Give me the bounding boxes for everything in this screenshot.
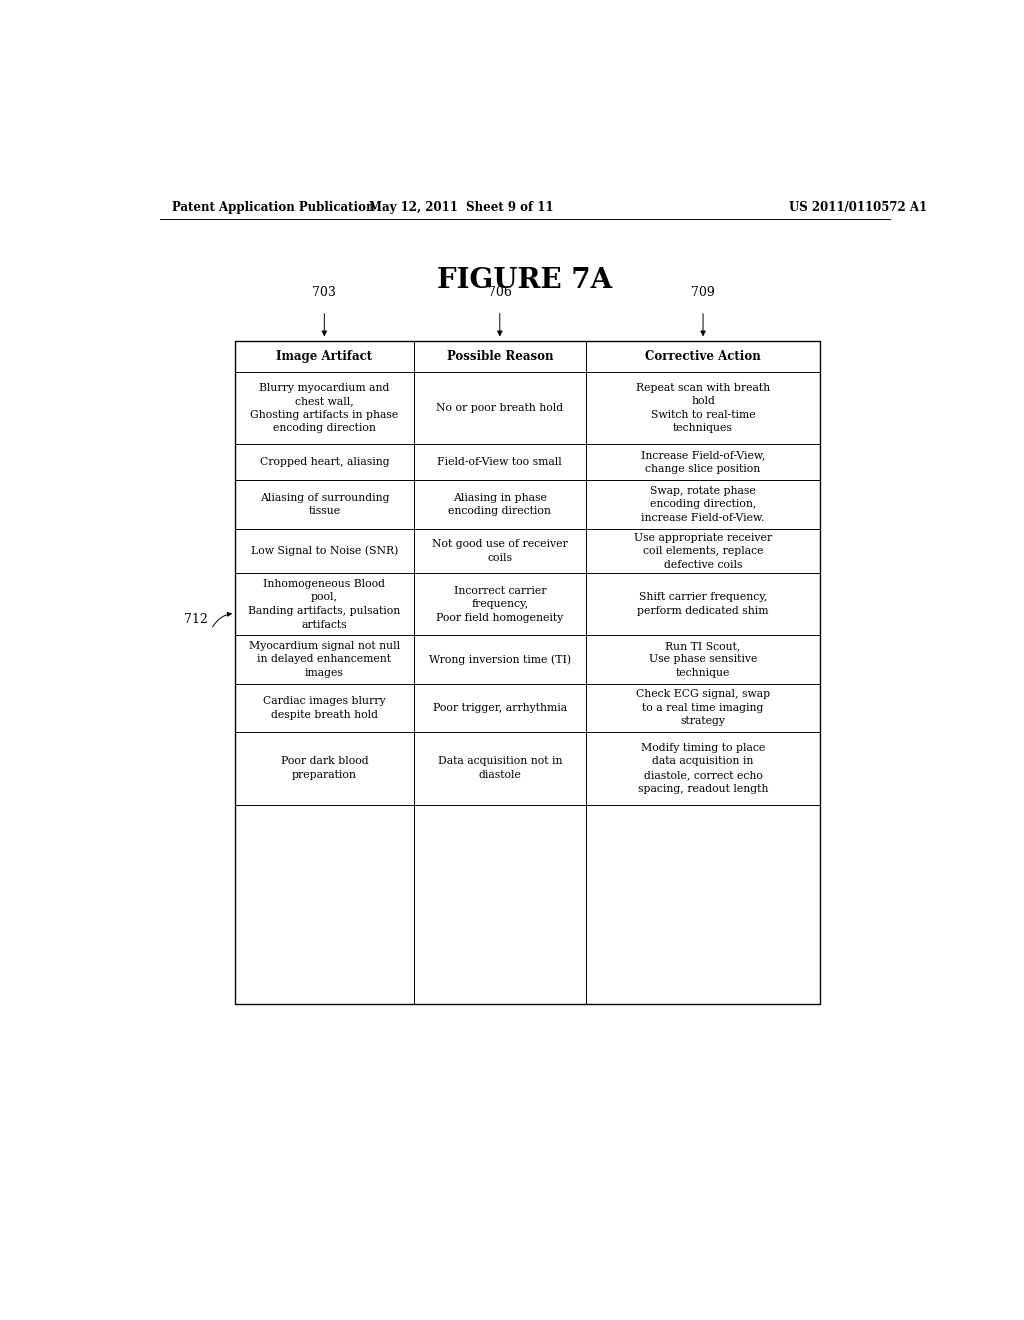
Text: Aliasing of surrounding
tissue: Aliasing of surrounding tissue — [259, 492, 389, 516]
Text: Check ECG signal, swap
to a real time imaging
strategy: Check ECG signal, swap to a real time im… — [636, 689, 770, 726]
Text: May 12, 2011  Sheet 9 of 11: May 12, 2011 Sheet 9 of 11 — [369, 201, 554, 214]
Bar — [236, 342, 820, 1005]
Text: Data acquisition not in
diastole: Data acquisition not in diastole — [437, 756, 562, 780]
Text: Poor trigger, arrhythmia: Poor trigger, arrhythmia — [433, 702, 567, 713]
Text: Use appropriate receiver
coil elements, replace
defective coils: Use appropriate receiver coil elements, … — [634, 532, 772, 570]
Text: Cardiac images blurry
despite breath hold: Cardiac images blurry despite breath hol… — [263, 696, 386, 719]
Text: Not good use of receiver
coils: Not good use of receiver coils — [432, 540, 567, 562]
Text: US 2011/0110572 A1: US 2011/0110572 A1 — [790, 201, 927, 214]
Text: Repeat scan with breath
hold
Switch to real-time
techniques: Repeat scan with breath hold Switch to r… — [636, 383, 770, 433]
Text: Cropped heart, aliasing: Cropped heart, aliasing — [259, 457, 389, 467]
Text: Modify timing to place
data acquisition in
diastole, correct echo
spacing, reado: Modify timing to place data acquisition … — [638, 743, 768, 793]
Text: Run TI Scout,
Use phase sensitive
technique: Run TI Scout, Use phase sensitive techni… — [649, 640, 757, 678]
Text: 706: 706 — [487, 286, 512, 300]
Text: Shift carrier frequency,
perform dedicated shim: Shift carrier frequency, perform dedicat… — [637, 593, 769, 616]
Text: Swap, rotate phase
encoding direction,
increase Field-of-View.: Swap, rotate phase encoding direction, i… — [641, 486, 765, 523]
Text: Corrective Action: Corrective Action — [645, 350, 761, 363]
Text: Poor dark blood
preparation: Poor dark blood preparation — [281, 756, 369, 780]
Text: Blurry myocardium and
chest wall,
Ghosting artifacts in phase
encoding direction: Blurry myocardium and chest wall, Ghosti… — [250, 383, 398, 433]
Text: Field-of-View too small: Field-of-View too small — [437, 457, 562, 467]
Text: Patent Application Publication: Patent Application Publication — [172, 201, 374, 214]
Text: Image Artifact: Image Artifact — [276, 350, 373, 363]
Text: Myocardium signal not null
in delayed enhancement
images: Myocardium signal not null in delayed en… — [249, 640, 400, 678]
Text: Low Signal to Noise (SNR): Low Signal to Noise (SNR) — [251, 546, 398, 557]
Text: Aliasing in phase
encoding direction: Aliasing in phase encoding direction — [449, 492, 551, 516]
Text: Possible Reason: Possible Reason — [446, 350, 553, 363]
Text: 703: 703 — [312, 286, 336, 300]
Text: Wrong inversion time (TI): Wrong inversion time (TI) — [429, 655, 570, 665]
Text: FIGURE 7A: FIGURE 7A — [437, 267, 612, 294]
Text: No or poor breath hold: No or poor breath hold — [436, 403, 563, 413]
Text: 709: 709 — [691, 286, 715, 300]
Text: Inhomogeneous Blood
pool,
Banding artifacts, pulsation
artifacts: Inhomogeneous Blood pool, Banding artifa… — [248, 578, 400, 630]
Text: 712: 712 — [183, 612, 207, 626]
Text: Increase Field-of-View,
change slice position: Increase Field-of-View, change slice pos… — [641, 450, 765, 474]
Text: Incorrect carrier
frequency,
Poor field homogeneity: Incorrect carrier frequency, Poor field … — [436, 586, 563, 623]
